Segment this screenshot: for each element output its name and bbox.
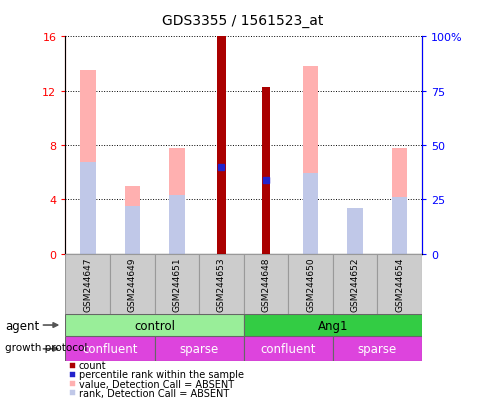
Bar [391, 197, 407, 254]
Bar [347, 209, 362, 254]
Text: GSM244654: GSM244654 [394, 257, 403, 311]
Bar [124, 186, 140, 254]
Text: GSM244649: GSM244649 [128, 257, 136, 311]
Bar [154, 254, 199, 314]
Bar [332, 254, 377, 314]
Bar [199, 254, 243, 314]
Bar [332, 337, 421, 361]
Bar [169, 148, 184, 254]
Text: growth protocol: growth protocol [5, 342, 87, 352]
Bar [65, 254, 110, 314]
Text: confluent: confluent [82, 342, 137, 356]
Bar [65, 314, 243, 337]
Bar [65, 337, 154, 361]
Text: confluent: confluent [260, 342, 316, 356]
Text: GDS3355 / 1561523_at: GDS3355 / 1561523_at [162, 14, 322, 28]
Text: GSM244650: GSM244650 [305, 257, 315, 311]
Text: GSM244648: GSM244648 [261, 257, 270, 311]
Bar [302, 67, 318, 254]
Text: rank, Detection Call = ABSENT: rank, Detection Call = ABSENT [78, 388, 228, 398]
Text: Ang1: Ang1 [317, 319, 348, 332]
Text: GSM244652: GSM244652 [350, 257, 359, 311]
Bar [391, 148, 407, 254]
Bar [243, 314, 421, 337]
Bar [243, 254, 287, 314]
Text: sparse: sparse [179, 342, 218, 356]
Text: GSM244653: GSM244653 [216, 257, 226, 311]
Bar [287, 254, 332, 314]
Bar [110, 254, 154, 314]
Bar [243, 337, 332, 361]
Bar [124, 206, 140, 254]
Bar [154, 337, 243, 361]
Bar [217, 37, 225, 254]
Text: GSM244651: GSM244651 [172, 257, 181, 311]
Text: count: count [78, 361, 106, 370]
Bar [80, 163, 95, 254]
Text: value, Detection Call = ABSENT: value, Detection Call = ABSENT [78, 379, 233, 389]
Text: control: control [134, 319, 175, 332]
Bar [261, 87, 270, 254]
Bar [169, 195, 184, 254]
Bar [80, 71, 95, 254]
Bar [377, 254, 421, 314]
Text: percentile rank within the sample: percentile rank within the sample [78, 370, 243, 380]
Bar [302, 174, 318, 254]
Text: GSM244647: GSM244647 [83, 257, 92, 311]
Bar [347, 209, 362, 254]
Text: agent: agent [5, 319, 39, 332]
Text: sparse: sparse [357, 342, 396, 356]
